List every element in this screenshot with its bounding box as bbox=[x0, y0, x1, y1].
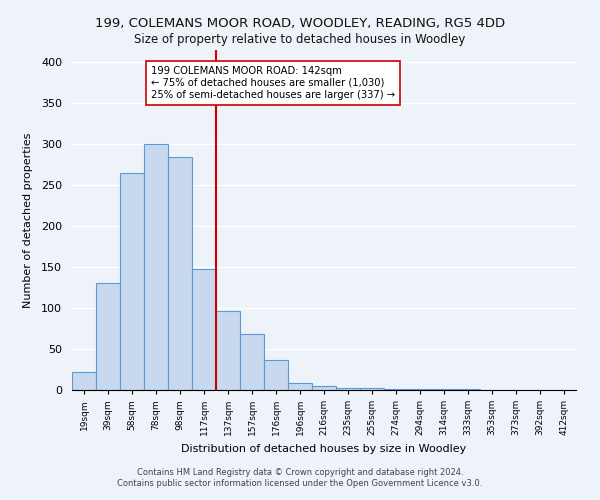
Bar bbox=[432, 389, 456, 390]
Bar bbox=[384, 389, 408, 390]
Bar bbox=[144, 144, 168, 390]
Bar bbox=[72, 372, 96, 390]
Text: 199 COLEMANS MOOR ROAD: 142sqm
← 75% of detached houses are smaller (1,030)
25% : 199 COLEMANS MOOR ROAD: 142sqm ← 75% of … bbox=[151, 66, 395, 100]
Y-axis label: Number of detached properties: Number of detached properties bbox=[23, 132, 33, 308]
Bar bbox=[120, 173, 144, 390]
Bar bbox=[408, 389, 432, 390]
Bar bbox=[360, 388, 384, 390]
Text: 199, COLEMANS MOOR ROAD, WOODLEY, READING, RG5 4DD: 199, COLEMANS MOOR ROAD, WOODLEY, READIN… bbox=[95, 18, 505, 30]
Bar bbox=[456, 389, 480, 390]
Bar bbox=[312, 386, 336, 390]
Bar bbox=[192, 268, 216, 390]
X-axis label: Distribution of detached houses by size in Woodley: Distribution of detached houses by size … bbox=[181, 444, 467, 454]
Bar bbox=[336, 388, 360, 390]
Text: Contains HM Land Registry data © Crown copyright and database right 2024.
Contai: Contains HM Land Registry data © Crown c… bbox=[118, 468, 482, 487]
Bar bbox=[216, 310, 240, 390]
Bar bbox=[264, 360, 288, 390]
Bar bbox=[240, 334, 264, 390]
Bar bbox=[168, 156, 192, 390]
Bar bbox=[96, 284, 120, 390]
Bar bbox=[288, 382, 312, 390]
Text: Size of property relative to detached houses in Woodley: Size of property relative to detached ho… bbox=[134, 32, 466, 46]
